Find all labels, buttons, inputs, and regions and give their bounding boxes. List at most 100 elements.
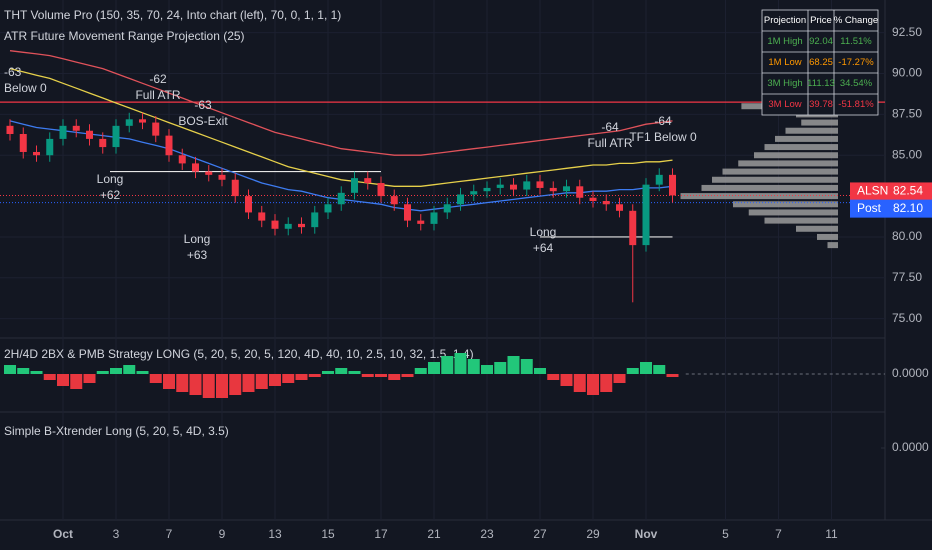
histogram-bar xyxy=(110,368,122,374)
table-bg xyxy=(761,9,879,116)
price-tag-value: 82.10 xyxy=(893,201,923,215)
volume-profile-bar xyxy=(680,193,838,200)
histogram-bar xyxy=(613,374,626,383)
candle-body xyxy=(284,223,292,229)
histogram-bar xyxy=(163,374,175,389)
indicator-label: THT Volume Pro (150, 35, 70, 24, Into ch… xyxy=(4,8,341,22)
candle-body xyxy=(19,134,27,152)
candle-body xyxy=(72,125,80,131)
volume-profile-bar xyxy=(785,127,838,134)
candle-body xyxy=(589,197,597,201)
pane-title: Simple B-Xtrender Long (5, 20, 5, 4D, 3.… xyxy=(4,424,229,438)
candle-body xyxy=(165,135,173,156)
table-header: Projection xyxy=(764,15,806,26)
y-tick-label: 85.00 xyxy=(892,147,922,161)
volume-profile-bar xyxy=(738,160,838,167)
candle-body xyxy=(430,212,438,224)
histogram-bar xyxy=(547,374,560,380)
candle-body xyxy=(59,125,67,139)
y-tick-label: 0.0000 xyxy=(892,440,929,454)
y-tick-label: 80.00 xyxy=(892,229,922,243)
y-tick-label: 90.00 xyxy=(892,66,922,80)
candle-body xyxy=(258,212,266,221)
x-tick-label: 21 xyxy=(427,527,441,541)
candle-body xyxy=(33,151,40,156)
annotation: -64 xyxy=(654,114,672,128)
histogram-bar xyxy=(653,365,666,374)
candle-body xyxy=(298,223,305,228)
histogram-bar xyxy=(189,374,202,395)
histogram-bar xyxy=(666,374,679,377)
table-cell: 111.13 xyxy=(807,78,835,89)
y-tick-label: 0.0000 xyxy=(892,366,929,380)
histogram-bar xyxy=(83,374,96,383)
histogram-bar xyxy=(229,374,242,395)
candle-body xyxy=(602,201,610,205)
candle-body xyxy=(616,204,623,211)
histogram-bar xyxy=(149,374,162,383)
x-tick-label: 5 xyxy=(722,527,729,541)
histogram-bar xyxy=(322,371,334,374)
table-cell: 92.04 xyxy=(809,36,833,47)
histogram-bar xyxy=(308,374,321,377)
table-cell: 68.25 xyxy=(809,57,833,68)
candle-body xyxy=(205,171,213,175)
candle-body xyxy=(443,204,451,213)
candle-body xyxy=(523,181,531,190)
candle-body xyxy=(152,122,160,136)
candle-body xyxy=(337,192,345,205)
volume-profile-bar xyxy=(775,135,838,142)
candle-body xyxy=(311,212,319,228)
price-tag xyxy=(890,182,932,201)
volume-profile-bar xyxy=(796,225,838,232)
price-tag-name: ALSN xyxy=(857,184,888,198)
candle-body xyxy=(549,187,557,192)
x-tick-label: Oct xyxy=(53,527,73,541)
histogram-bar xyxy=(295,374,308,380)
price-tag xyxy=(890,199,932,218)
candle-body xyxy=(192,163,199,172)
histogram-bar xyxy=(454,353,467,374)
candle-body xyxy=(377,183,385,197)
indicator-label: ATR Future Movement Range Projection (25… xyxy=(4,29,245,43)
candle-body xyxy=(470,191,478,195)
table-header: % Change xyxy=(834,15,878,26)
volume-profile-bar xyxy=(748,209,838,216)
annotation: -63 xyxy=(4,65,22,79)
candle-body xyxy=(563,186,570,192)
x-tick-label: 7 xyxy=(166,527,173,541)
histogram-bar xyxy=(255,374,268,389)
histogram-bar xyxy=(176,374,189,392)
annotation: -64 xyxy=(601,120,619,134)
histogram-bar xyxy=(335,368,348,374)
annotation: Below 0 xyxy=(4,81,47,95)
candle-body xyxy=(99,138,107,148)
volume-profile-bar xyxy=(712,176,838,183)
candle-body xyxy=(125,119,133,126)
table-cell: 39.78 xyxy=(809,99,833,110)
table-cell: 1M Low xyxy=(768,57,801,68)
x-tick-label: 17 xyxy=(374,527,388,541)
candle-body xyxy=(364,178,372,184)
table-cell: 34.54% xyxy=(840,78,873,89)
price-tag xyxy=(850,199,890,218)
candle-body xyxy=(496,184,504,188)
volume-profile-bar xyxy=(764,217,838,224)
candle-body xyxy=(669,174,676,196)
histogram-bar xyxy=(202,374,215,398)
annotation: +63 xyxy=(187,248,208,262)
volume-profile-bar xyxy=(754,152,838,159)
candle-body xyxy=(390,196,398,205)
candle-body xyxy=(457,194,464,205)
annotation: +64 xyxy=(533,241,554,255)
annotation: -62 xyxy=(149,72,167,86)
table-cell: -51.81% xyxy=(838,99,874,110)
x-tick-label: 23 xyxy=(480,527,494,541)
histogram-bar xyxy=(626,368,639,374)
histogram-bar xyxy=(388,374,401,380)
candle-body xyxy=(351,178,358,193)
candle-body xyxy=(231,179,239,197)
x-tick-label: 29 xyxy=(586,527,600,541)
x-tick-label: 9 xyxy=(219,527,226,541)
